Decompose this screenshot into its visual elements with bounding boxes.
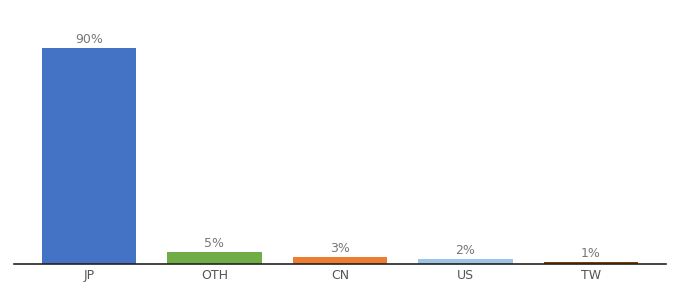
Bar xyxy=(293,257,387,264)
Text: 2%: 2% xyxy=(456,244,475,257)
Bar xyxy=(167,252,262,264)
Text: 3%: 3% xyxy=(330,242,350,255)
Bar xyxy=(418,259,513,264)
Text: 90%: 90% xyxy=(75,33,103,46)
Text: 1%: 1% xyxy=(581,247,601,260)
Bar xyxy=(544,262,638,264)
Text: 5%: 5% xyxy=(205,237,224,250)
Bar xyxy=(42,48,136,264)
